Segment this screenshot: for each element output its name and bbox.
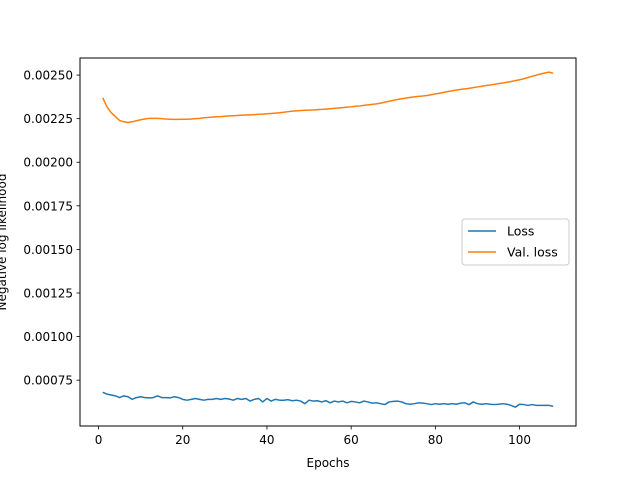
y-axis-label: Negative log likelihood (0, 174, 9, 311)
y-tick-label: 0.00150 (23, 243, 73, 257)
x-axis-label: Epochs (307, 456, 350, 470)
legend-label-loss: Loss (507, 224, 534, 239)
y-tick-label: 0.00225 (23, 112, 73, 126)
series-line-loss (102, 391, 554, 408)
x-tick-label: 60 (344, 433, 359, 447)
plot-frame (79, 57, 577, 427)
y-tick-label: 0.00125 (23, 286, 73, 300)
x-tick-label: 40 (259, 433, 274, 447)
y-axis: 0.00075 0.00100 0.00125 0.00150 0.00175 0.002… (23, 69, 80, 388)
legend: Loss Val. loss (461, 218, 570, 266)
x-tick-label: 20 (175, 433, 190, 447)
x-tick-label: 0 (95, 433, 103, 447)
y-tick-label: 0.00250 (23, 69, 73, 83)
x-tick-label: 80 (428, 433, 443, 447)
y-tick-label: 0.00175 (23, 199, 73, 213)
y-tick-label: 0.00200 (23, 156, 73, 170)
plot-area (102, 71, 554, 408)
y-tick-label: 0.00100 (23, 330, 73, 344)
x-tick-label: 100 (508, 433, 531, 447)
x-axis: 0 20 40 60 80 100 (95, 426, 531, 447)
series-line-val-loss (102, 71, 554, 124)
legend-label-val-loss: Val. loss (507, 245, 558, 260)
y-tick-label: 0.00075 (23, 374, 73, 388)
